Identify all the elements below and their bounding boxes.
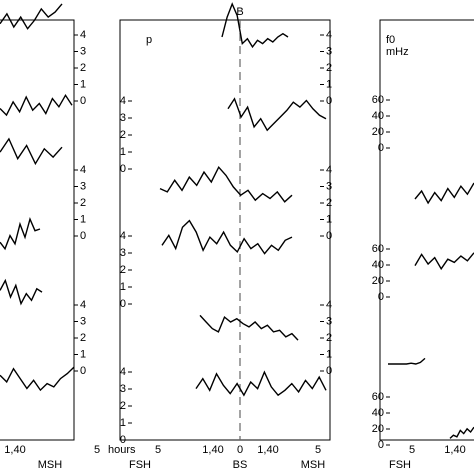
y-tick-label: 4 [120, 366, 126, 378]
y-tick-label: 20 [372, 275, 384, 287]
y-tick-label: 0 [326, 365, 332, 377]
panel-title: B [236, 6, 243, 18]
y-tick-label: 4 [80, 164, 86, 176]
y-tick-label: 2 [120, 400, 126, 412]
y-tick-label: 1 [326, 348, 332, 360]
trace [161, 219, 293, 255]
y-tick-label: 1 [80, 78, 86, 90]
y-tick-label: 0 [326, 95, 332, 107]
trace [159, 165, 293, 203]
trace [221, 2, 289, 49]
trace [414, 182, 474, 205]
y-tick-label: 1 [80, 348, 86, 360]
y-tick-label: 2 [80, 332, 86, 344]
y-tick-label: 60 [372, 94, 384, 106]
y-tick-label: 1 [326, 78, 332, 90]
y-tick-label: 0 [120, 298, 126, 310]
x-tick-label: 0 [237, 444, 243, 456]
y-tick-label: 60 [372, 391, 384, 403]
trace [414, 252, 474, 271]
y-tick-label: 3 [120, 112, 126, 124]
x-tick-label: 1,40 [202, 444, 223, 456]
trace [0, 216, 41, 251]
y-tick-label: 1 [120, 281, 126, 293]
trace [0, 366, 75, 392]
station-label: MSH [38, 459, 63, 471]
y-tick-label: 0 [80, 95, 86, 107]
station-label: FSH [389, 459, 411, 471]
x-tick-label: 1,40 [444, 444, 465, 456]
x-tick-label: 5 [315, 444, 321, 456]
station-label: MSH [301, 459, 326, 471]
y-tick-label: 3 [326, 45, 332, 57]
y-tick-label: 0 [120, 163, 126, 175]
y-tick-label: 3 [80, 180, 86, 192]
annotation: p [146, 34, 152, 46]
y-tick-label: 2 [120, 129, 126, 141]
trace [0, 137, 63, 166]
trace [0, 3, 63, 30]
y-tick-label: 0 [378, 142, 384, 154]
y-tick-label: 1 [80, 213, 86, 225]
y-tick-label: 3 [326, 180, 332, 192]
x-tick-label: 5 [409, 444, 415, 456]
y-tick-label: 0 [326, 230, 332, 242]
y-tick-label: 3 [120, 383, 126, 395]
y-tick-label: 40 [372, 259, 384, 271]
y-tick-label: 2 [326, 62, 332, 74]
station-label: BS [233, 459, 248, 471]
trace [0, 278, 43, 306]
y-tick-label: 40 [372, 407, 384, 419]
x-tick-label: 1,40 [257, 444, 278, 456]
trace [195, 370, 327, 397]
x-unit: hours [108, 444, 136, 456]
y-tick-label: 4 [80, 299, 86, 311]
y-tick-label: 3 [120, 247, 126, 259]
y-tick-label: 2 [80, 197, 86, 209]
y-tick-label: 1 [120, 146, 126, 158]
y-tick-label: 0 [378, 291, 384, 303]
panel-frame [119, 19, 331, 441]
x-tick-label: 5 [155, 444, 161, 456]
y-tick-label: 4 [326, 164, 332, 176]
y-tick-label: 0 [378, 439, 384, 451]
y-tick-label: 3 [80, 45, 86, 57]
trace [199, 314, 299, 341]
y-tick-label: 0 [80, 230, 86, 242]
y-tick-label: 4 [120, 95, 126, 107]
y-tick-label: 60 [372, 243, 384, 255]
y-tick-label: 2 [80, 62, 86, 74]
station-label: FSH [129, 459, 151, 471]
y-tick-label: 20 [372, 126, 384, 138]
y-tick-label: 2 [120, 264, 126, 276]
y-tick-label: 2 [326, 197, 332, 209]
trace [227, 97, 327, 132]
y-tick-label: 0 [80, 365, 86, 377]
trace [0, 93, 73, 117]
y-tick-label: 4 [326, 299, 332, 311]
y-tick-label: 4 [326, 29, 332, 41]
y-tick-label: 1 [120, 417, 126, 429]
y-tick-label: 20 [372, 423, 384, 435]
y-tick-label: 0 [120, 434, 126, 446]
trace [388, 357, 426, 365]
y-tick-label: 3 [80, 315, 86, 327]
y-tick-label: 3 [326, 315, 332, 327]
panel-frame [0, 19, 75, 441]
panel-frame [379, 19, 474, 441]
annotation: f0 [386, 34, 395, 46]
trace [449, 426, 474, 439]
y-tick-label: 4 [120, 230, 126, 242]
y-tick-label: 40 [372, 110, 384, 122]
x-tick-label: 1,40 [4, 444, 25, 456]
y-tick-label: 2 [326, 332, 332, 344]
unit-label: mHz [386, 46, 409, 58]
y-tick-label: 1 [326, 213, 332, 225]
y-tick-label: 4 [80, 29, 86, 41]
x-tick-label: 5 [94, 444, 100, 456]
